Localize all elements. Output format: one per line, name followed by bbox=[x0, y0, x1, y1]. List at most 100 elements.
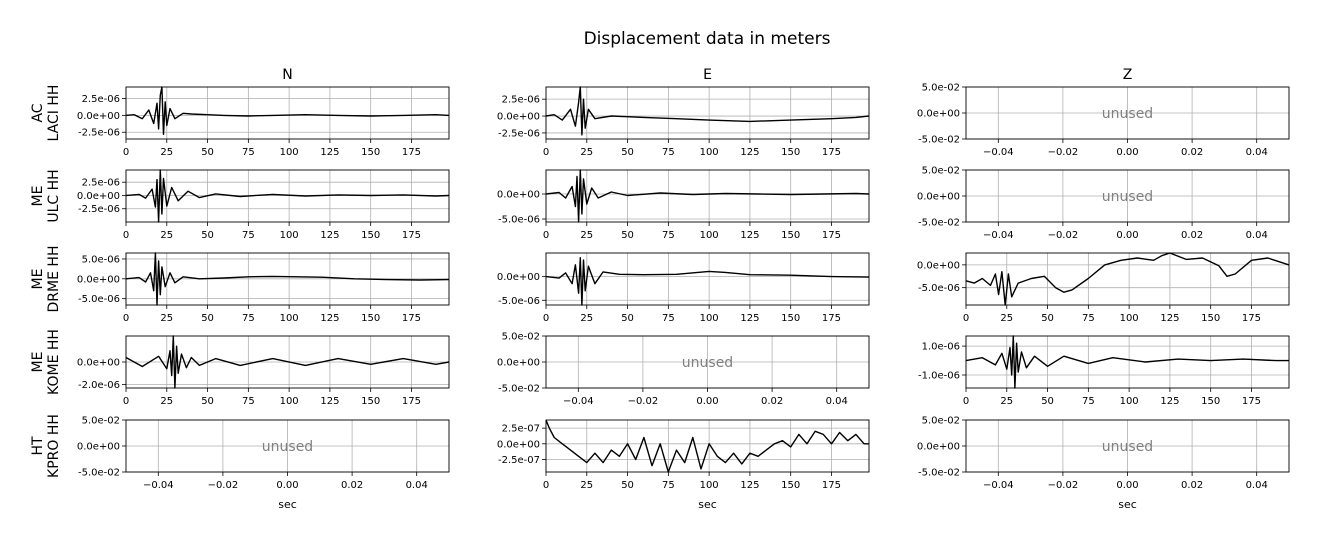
x-tick-label: 25 bbox=[580, 313, 593, 324]
axes-frame bbox=[125, 86, 450, 140]
y-tick-label: 5.0e-02 bbox=[82, 416, 120, 427]
y-tick-label: 0.0e+00 bbox=[497, 190, 540, 201]
x-tick-label: 125 bbox=[320, 230, 339, 241]
x-tick-label: −0.02 bbox=[1048, 480, 1079, 491]
x-tick-label: 150 bbox=[781, 313, 800, 324]
x-tick-label: 0 bbox=[123, 230, 129, 241]
x-tick-label: −0.04 bbox=[143, 480, 174, 491]
y-tick-label: -5.0e-06 bbox=[918, 283, 960, 294]
axes-frame bbox=[545, 169, 870, 223]
y-tick-label: 5.0e-02 bbox=[922, 166, 960, 177]
y-tick-label: 2.5e-06 bbox=[82, 178, 120, 189]
figure-title: Displacement data in meters bbox=[584, 29, 831, 49]
x-tick-label: 150 bbox=[781, 230, 800, 241]
trace-line bbox=[545, 169, 870, 223]
x-tick-label: 125 bbox=[740, 313, 759, 324]
x-tick-label: 150 bbox=[361, 313, 380, 324]
x-tick-label: −0.04 bbox=[983, 147, 1014, 158]
x-tick-label: 25 bbox=[580, 230, 593, 241]
x-tick-label: 0.02 bbox=[1181, 230, 1203, 241]
y-tick-label: -5.0e-06 bbox=[78, 294, 120, 305]
x-tick-label: 100 bbox=[280, 147, 299, 158]
y-tick-label: 5.0e-06 bbox=[82, 254, 120, 265]
x-tick-label: 150 bbox=[361, 230, 380, 241]
x-tick-label: 0 bbox=[123, 147, 129, 158]
y-tick-label: -2.5e-06 bbox=[498, 128, 540, 139]
y-tick-label: 0.0e+00 bbox=[497, 439, 540, 450]
y-tick-label: 2.5e-06 bbox=[82, 94, 120, 105]
y-tick-label: 0.0e+00 bbox=[917, 442, 960, 453]
x-tick-label: 75 bbox=[242, 147, 255, 158]
row-label-0: AC LACI HH bbox=[30, 85, 62, 142]
x-tick-label: 125 bbox=[740, 480, 759, 491]
x-tick-label: 125 bbox=[740, 230, 759, 241]
x-tick-label: 75 bbox=[1082, 313, 1095, 324]
panel-r2-c1: 0 25 50 75 100 125 150 175 0.0e+00 -5.0e-06 bbox=[497, 252, 870, 324]
y-tick-label: 0.0e+00 bbox=[497, 112, 540, 123]
row-label-station: LACI HH bbox=[46, 85, 62, 142]
x-tick-label: 25 bbox=[160, 396, 173, 407]
y-tick-label: 2.5e-07 bbox=[502, 424, 540, 435]
x-tick-label: 100 bbox=[1120, 313, 1139, 324]
trace-line bbox=[545, 257, 870, 306]
x-tick-label: 175 bbox=[822, 480, 841, 491]
y-tick-label: 0.0e+00 bbox=[917, 260, 960, 271]
x-tick-label: −0.02 bbox=[628, 396, 659, 407]
axes-frame bbox=[545, 86, 870, 140]
x-tick-label: 0.02 bbox=[341, 480, 363, 491]
x-tick-label: 125 bbox=[320, 147, 339, 158]
y-tick-label: -2.5e-07 bbox=[498, 455, 540, 466]
x-tick-label: 175 bbox=[402, 147, 421, 158]
x-tick-label: 75 bbox=[662, 147, 675, 158]
y-tick-label: -5.0e-02 bbox=[918, 218, 960, 229]
x-tick-label: 100 bbox=[700, 480, 719, 491]
x-tick-label: 100 bbox=[280, 396, 299, 407]
axes-frame bbox=[965, 252, 1290, 306]
y-tick-label: -2.5e-06 bbox=[78, 204, 120, 215]
y-tick-label: 0.0e+00 bbox=[917, 192, 960, 203]
y-tick-label: 0.0e+00 bbox=[77, 358, 120, 369]
x-tick-label: 50 bbox=[201, 396, 214, 407]
x-tick-label: 150 bbox=[361, 396, 380, 407]
panel-r0-c0: 0 25 50 75 100 125 150 175 2.5e-06 0.0e+00 -2.5e-0… bbox=[77, 86, 450, 158]
x-tick-label: 50 bbox=[201, 147, 214, 158]
column-title-n: N bbox=[282, 67, 292, 83]
x-tick-label: 50 bbox=[621, 480, 634, 491]
x-tick-label: 75 bbox=[242, 396, 255, 407]
x-tick-label: 0.04 bbox=[1246, 230, 1268, 241]
x-tick-label: 50 bbox=[1041, 313, 1054, 324]
row-label-network: ME bbox=[30, 186, 46, 207]
x-tick-label: 175 bbox=[1242, 313, 1261, 324]
x-tick-label: 0 bbox=[123, 313, 129, 324]
x-tick-label: 175 bbox=[1242, 396, 1261, 407]
y-tick-label: -2.0e-06 bbox=[78, 380, 120, 391]
x-tick-label: 0.02 bbox=[1181, 480, 1203, 491]
row-label-2: ME DRME HH bbox=[30, 246, 62, 313]
x-tick-label: 0 bbox=[963, 313, 969, 324]
panel-r3-c2: 0 25 50 75 100 125 150 175 1.0e-06 -1.0e-06 bbox=[918, 335, 1290, 407]
x-tick-label: 175 bbox=[822, 147, 841, 158]
x-tick-label: −0.04 bbox=[563, 396, 594, 407]
row-label-station: DRME HH bbox=[46, 246, 62, 313]
row-label-1: ME ULC HH bbox=[30, 169, 62, 222]
trace-line bbox=[125, 86, 450, 136]
x-tick-label: 75 bbox=[662, 480, 675, 491]
x-tick-label: 100 bbox=[280, 313, 299, 324]
x-tick-label: 75 bbox=[242, 313, 255, 324]
x-tick-label: 175 bbox=[402, 313, 421, 324]
x-tick-label: 25 bbox=[580, 147, 593, 158]
x-tick-label: 150 bbox=[1201, 313, 1220, 324]
y-tick-label: 5.0e-02 bbox=[502, 332, 540, 343]
x-tick-label: 150 bbox=[1201, 396, 1220, 407]
y-tick-label: 2.5e-06 bbox=[502, 95, 540, 106]
y-tick-label: 1.0e-06 bbox=[922, 342, 960, 353]
x-tick-label: −0.02 bbox=[1048, 230, 1079, 241]
x-tick-label: 0.00 bbox=[696, 396, 718, 407]
unused-label: unused bbox=[262, 439, 313, 455]
x-tick-label: 0.00 bbox=[276, 480, 298, 491]
row-label-station: KOME HH bbox=[46, 329, 62, 395]
x-tick-label: 0 bbox=[963, 396, 969, 407]
y-tick-label: -5.0e-02 bbox=[498, 384, 540, 395]
panel-r1-c1: 0 25 50 75 100 125 150 175 0.0e+00 -5.0e-06 bbox=[497, 169, 870, 241]
